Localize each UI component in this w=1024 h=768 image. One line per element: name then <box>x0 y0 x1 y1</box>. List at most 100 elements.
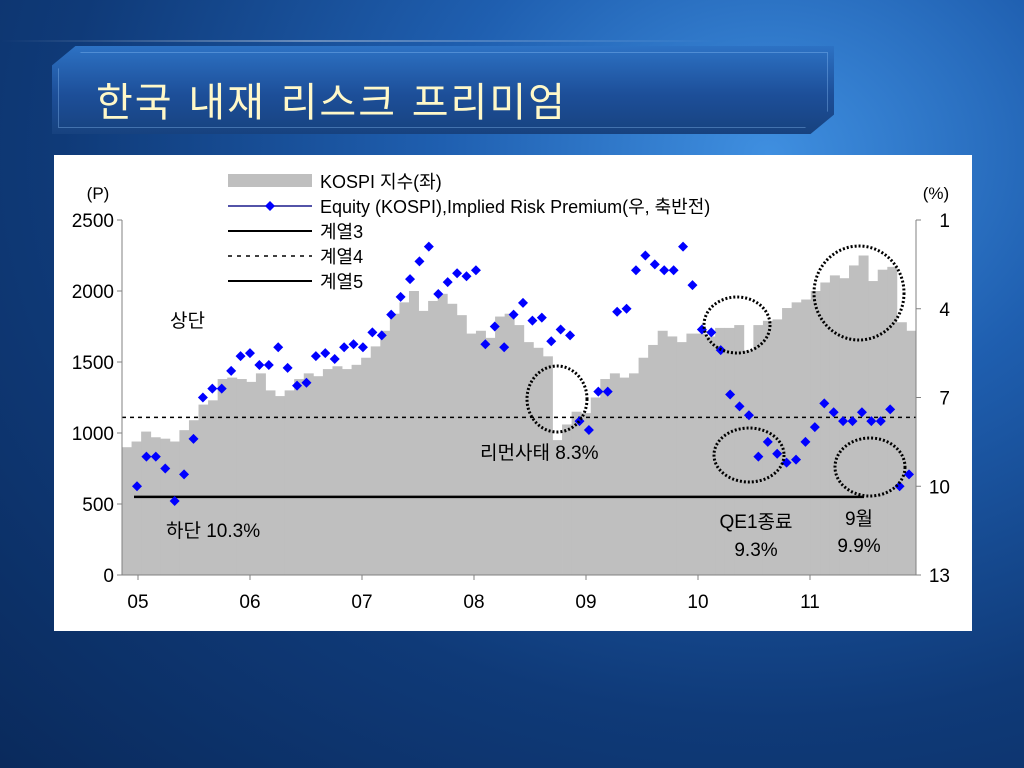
kospi-bar <box>294 379 305 575</box>
irp-point <box>423 241 434 252</box>
kospi-bar <box>408 291 419 575</box>
kospi-bar <box>657 330 668 575</box>
irp-point <box>282 362 293 373</box>
kospi-bar <box>552 440 563 575</box>
kospi-bar <box>648 344 659 575</box>
right-tick-label: 1 <box>939 211 950 232</box>
x-tick-label: 08 <box>463 592 484 613</box>
left-tick-label: 1000 <box>72 424 114 445</box>
irp-point <box>565 330 576 341</box>
irp-point <box>489 321 500 332</box>
irp-point <box>320 348 331 359</box>
kospi-bar <box>829 275 840 575</box>
irp-point <box>508 309 519 320</box>
kospi-bar <box>667 336 678 575</box>
kospi-bar <box>236 379 247 575</box>
legend-swatch-bar <box>228 174 312 187</box>
kospi-bar <box>791 302 802 575</box>
irp-point <box>809 422 820 433</box>
kospi-bar <box>122 447 132 575</box>
kospi-bar <box>322 369 333 575</box>
irp-point <box>433 288 444 299</box>
irp-point <box>292 380 303 391</box>
kospi-bar <box>361 357 372 575</box>
irp-point <box>753 451 764 462</box>
kospi-bar <box>715 327 726 575</box>
left-tick-label: 500 <box>82 495 114 516</box>
x-tick-label: 06 <box>239 592 260 613</box>
irp-point <box>499 342 510 353</box>
irp-point <box>856 407 867 418</box>
kospi-bar <box>208 400 219 575</box>
kospi-bar <box>772 319 783 575</box>
irp-point <box>800 436 811 447</box>
kospi-bar <box>428 300 439 575</box>
kospi-bar <box>762 320 773 575</box>
kospi-bar <box>896 322 907 575</box>
irp-point <box>386 309 397 320</box>
kospi-bar <box>743 350 754 575</box>
kospi-bar <box>342 369 352 575</box>
irp-point <box>339 342 350 353</box>
irp-point <box>847 416 858 427</box>
legend-label: KOSPI 지수(좌) <box>320 172 442 192</box>
irp-point <box>263 359 274 370</box>
kospi-bar <box>753 325 764 575</box>
kospi-bar <box>131 441 142 575</box>
annotation-qe1-value: 9.3% <box>734 540 777 561</box>
kospi-bar <box>198 404 209 575</box>
irp-point <box>687 280 698 291</box>
irp-point <box>461 271 472 282</box>
irp-point <box>791 454 802 465</box>
annotation-qe1-title: QE1종료 <box>720 512 793 533</box>
kospi-bar <box>562 424 573 575</box>
irp-point <box>904 469 914 480</box>
kospi-bar <box>820 282 831 575</box>
irp-point <box>593 386 604 397</box>
irp-point <box>301 377 312 388</box>
kospi-bar <box>801 299 812 575</box>
legend-swatch-marker <box>265 201 275 211</box>
kospi-bar <box>313 376 324 575</box>
irp-point <box>527 315 538 326</box>
right-axis-unit: (%) <box>923 184 949 203</box>
irp-point <box>649 259 660 270</box>
x-tick-label: 10 <box>687 592 708 613</box>
kospi-bar <box>275 396 286 575</box>
kospi-bar <box>839 278 850 575</box>
kospi-bar <box>485 337 496 575</box>
irp-point <box>405 274 416 285</box>
irp-point <box>197 392 208 403</box>
irp-point <box>536 312 547 323</box>
kospi-bar <box>868 281 879 575</box>
irp-point <box>894 481 905 492</box>
kospi-bar <box>399 302 410 575</box>
irp-point <box>772 448 783 459</box>
irp-point <box>169 496 180 507</box>
irp-point <box>678 241 689 252</box>
irp-point <box>442 277 453 288</box>
kospi-bar <box>141 431 152 575</box>
irp-point <box>612 306 623 317</box>
irp-point <box>216 383 227 394</box>
kospi-bar <box>514 325 525 575</box>
left-tick-label: 2500 <box>72 211 114 232</box>
kospi-bar <box>581 413 592 575</box>
kospi-bar <box>380 330 391 575</box>
kospi-bar <box>351 364 362 575</box>
kospi-bar <box>169 441 180 575</box>
irp-point <box>734 401 745 412</box>
kospi-bar <box>265 390 276 575</box>
x-tick-label: 11 <box>800 592 820 613</box>
qe1-end-circle <box>712 426 786 484</box>
annotation-lehman: 리먼사태 8.3% <box>480 442 599 464</box>
irp-point <box>696 324 707 335</box>
irp-point <box>132 481 142 492</box>
irp-point <box>254 359 265 370</box>
irp-point <box>414 256 425 267</box>
irp-point <box>395 291 406 302</box>
mid-2011-circle <box>812 244 906 342</box>
right-tick-label: 4 <box>939 300 950 321</box>
irp-point <box>743 410 754 421</box>
kospi-bar <box>332 366 343 575</box>
